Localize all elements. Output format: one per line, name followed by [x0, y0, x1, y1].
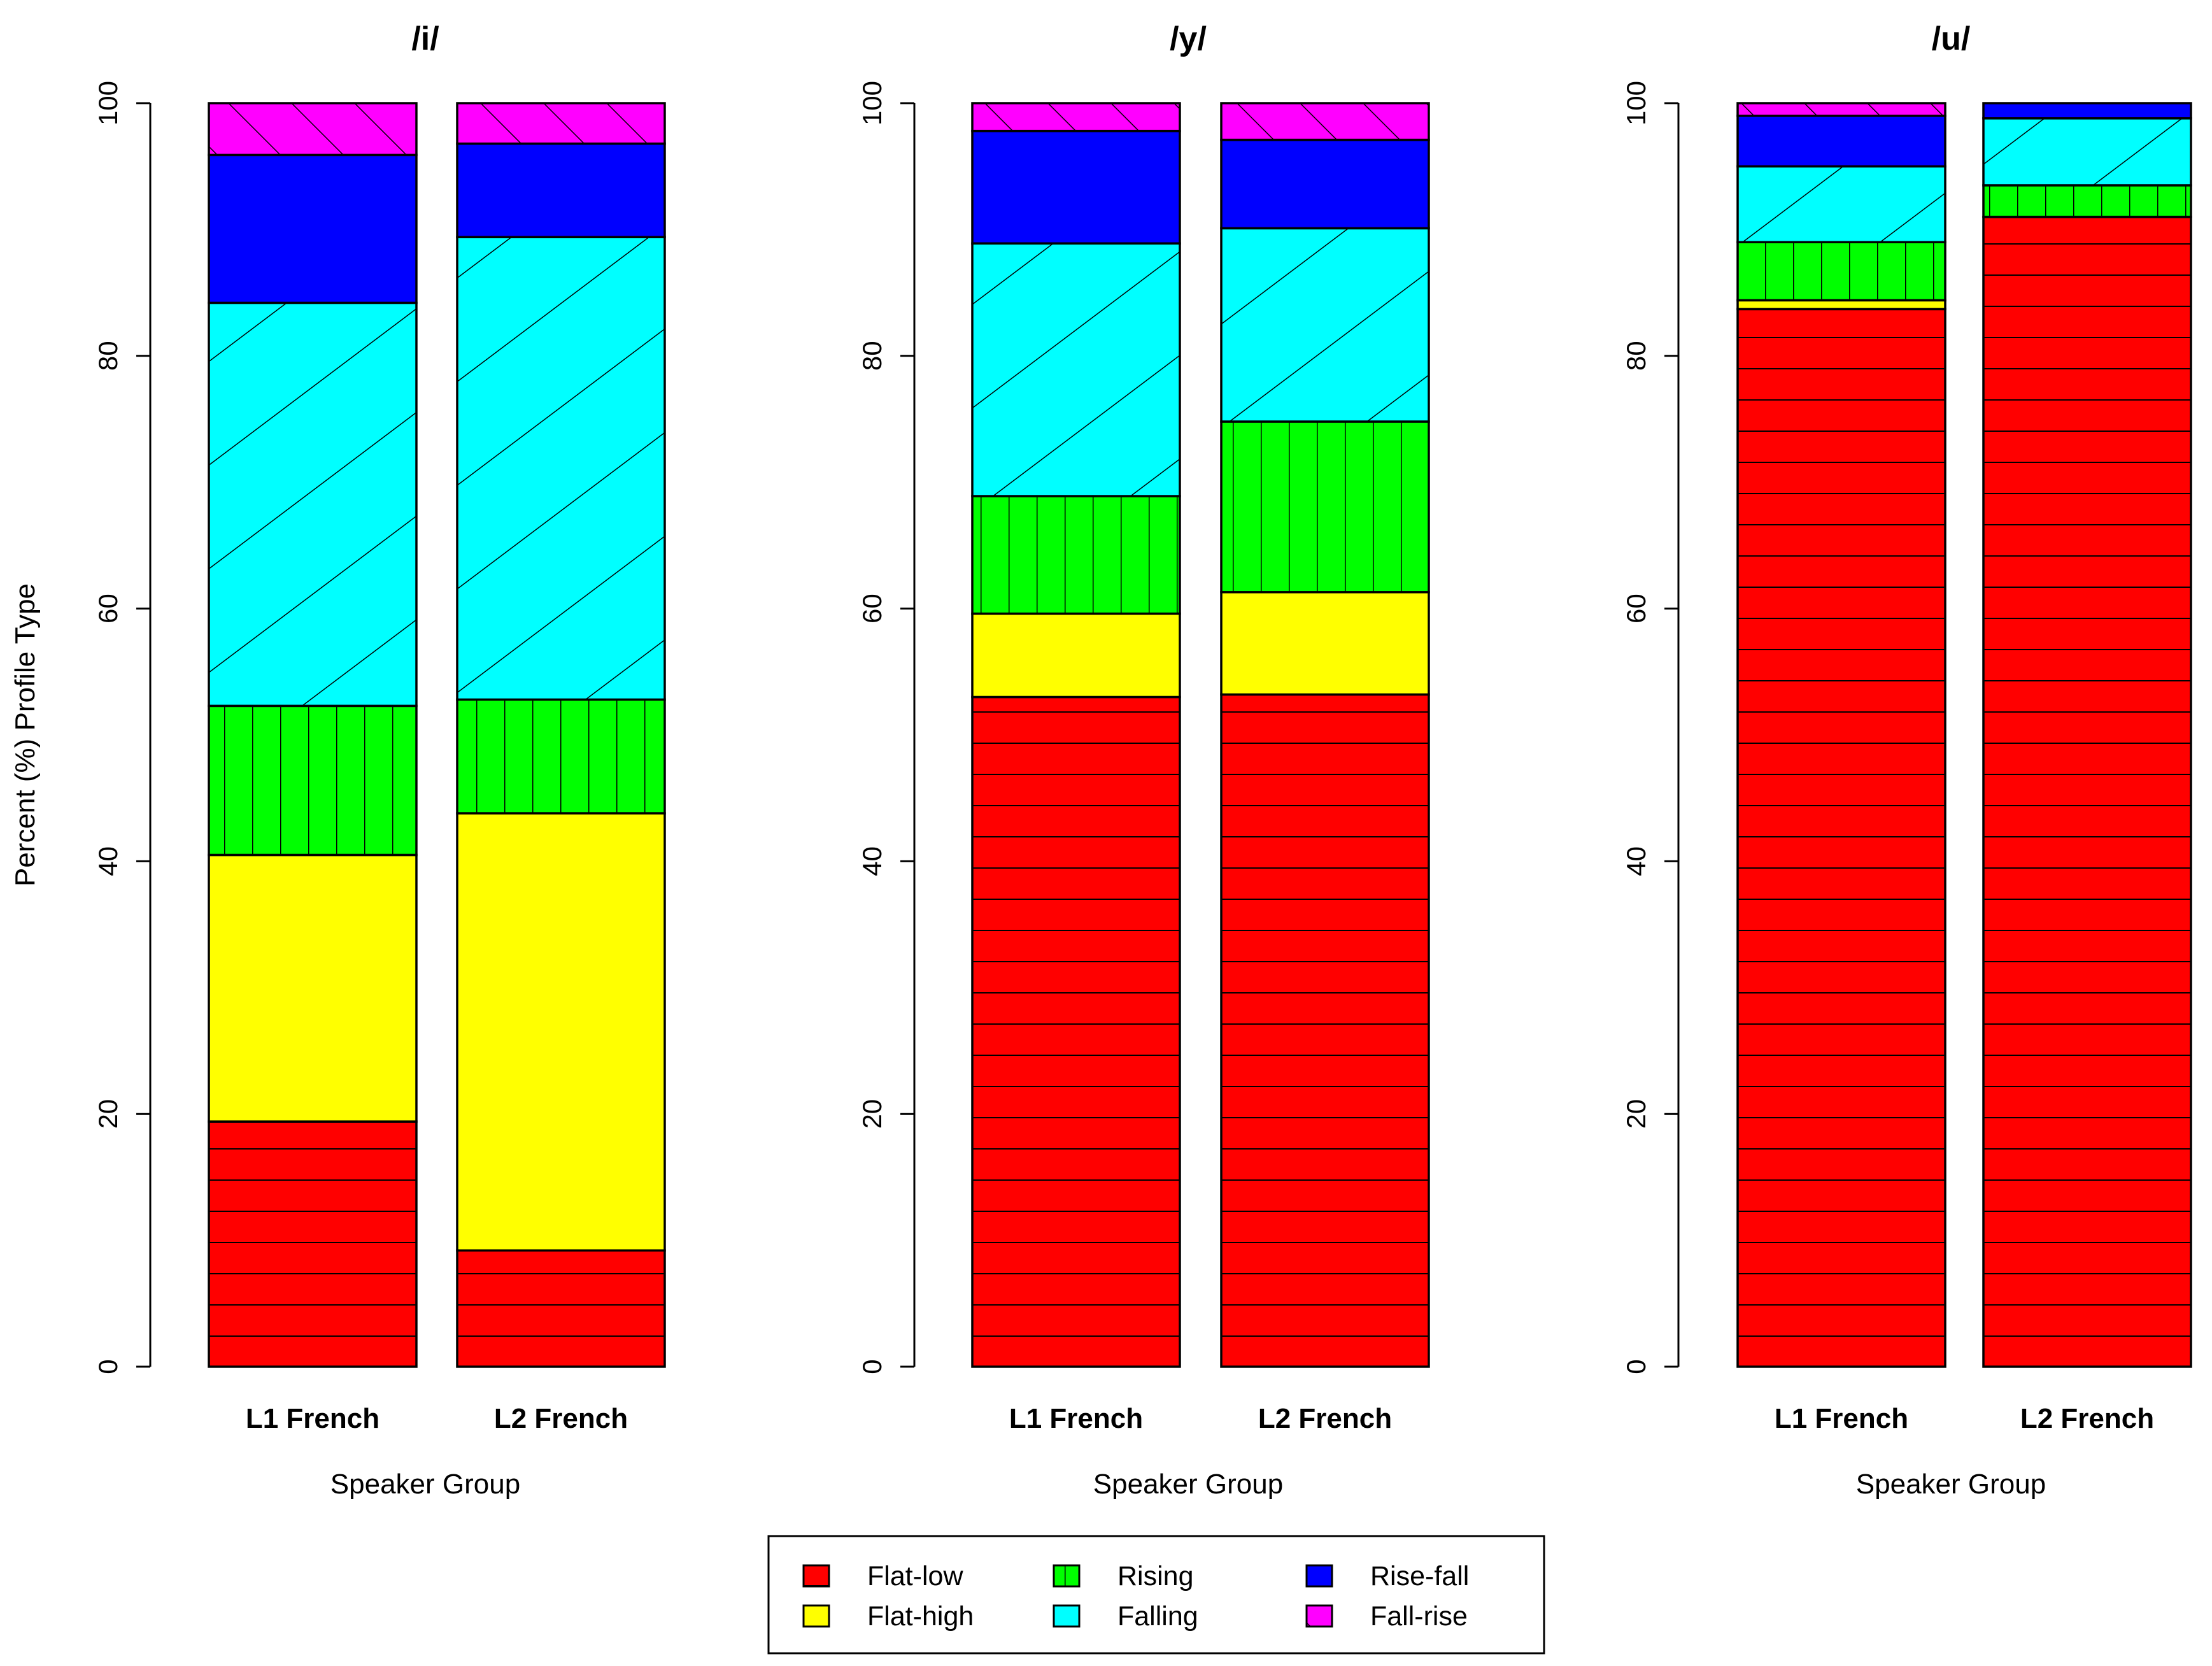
bar-segment-flat-low	[1220, 693, 1430, 1368]
legend-label: Flat-low	[867, 1561, 963, 1591]
bar-segment-falling	[1220, 227, 1430, 423]
panel-title: /i/	[411, 20, 439, 57]
x-category-label: L2 French	[494, 1403, 628, 1434]
y-tick-label: 60	[1621, 594, 1651, 623]
bar-l1-french	[1736, 102, 1946, 1368]
y-tick-label: 0	[857, 1359, 887, 1374]
x-axis-title: Speaker Group	[1093, 1469, 1283, 1500]
legend-label: Rising	[1117, 1561, 1194, 1591]
bar-segment-rise-fall	[208, 153, 418, 304]
legend-item-rising: Rising	[1053, 1561, 1194, 1591]
legend-item-rise-fall: Rise-fall	[1305, 1561, 1469, 1591]
legend-label: Fall-rise	[1370, 1601, 1468, 1632]
bar-segment-fall-rise	[1736, 102, 1946, 117]
y-tick-label: 80	[1621, 341, 1651, 371]
y-tick-label: 60	[857, 594, 887, 623]
legend: Flat-low Flat-high Rising Falling Rise-fall F…	[767, 1535, 1545, 1655]
bar-segment-fall-rise	[971, 102, 1181, 132]
bar-segment-falling	[971, 242, 1181, 497]
legend-swatch	[1305, 1604, 1333, 1628]
bar-segment-fall-rise	[208, 102, 418, 157]
x-category-label: L1 French	[1775, 1403, 1908, 1434]
y-axis-title: Percent (%) Profile Type	[10, 583, 41, 886]
legend-label: Flat-high	[867, 1601, 974, 1632]
bar-segment-flat-low	[971, 695, 1181, 1368]
panels-group: /i/0 20 40 60 80 100 L1 French L2 French Speaker…	[10, 20, 2192, 1500]
bar-l1-french	[208, 102, 418, 1368]
legend-item-falling: Falling	[1053, 1601, 1198, 1632]
bar-segment-rise-fall	[1736, 115, 1946, 167]
y-tick-label: 100	[93, 81, 123, 125]
bar-l2-french	[1220, 102, 1430, 1368]
bar-segment-falling	[1736, 165, 1946, 243]
y-tick-label: 40	[857, 846, 887, 876]
x-category-label: L2 French	[2020, 1403, 2154, 1434]
y-tick-label: 100	[857, 81, 887, 125]
bar-segment-flat-low	[208, 1120, 418, 1368]
y-tick-label: 20	[93, 1099, 123, 1129]
bar-segment-falling	[208, 301, 418, 708]
panel-u: /u/0 20 40 60 80 100 L1 French L2 French Speaker…	[1621, 20, 2192, 1500]
y-tick-label: 40	[1621, 846, 1651, 876]
y-tick-label: 20	[857, 1099, 887, 1129]
bar-l2-french	[1982, 102, 2192, 1368]
bar-segment-rising	[1982, 184, 2192, 218]
panel-title: /y/	[1170, 20, 1207, 57]
panel-title: /u/	[1932, 20, 1971, 57]
bar-segment-rise-fall	[456, 142, 666, 239]
bar-segment-flat-low	[1982, 215, 2192, 1368]
x-category-label: L1 French	[1009, 1403, 1143, 1434]
legend-swatch	[1053, 1604, 1081, 1628]
x-category-label: L2 French	[1258, 1403, 1392, 1434]
legend-label: Rise-fall	[1370, 1561, 1469, 1591]
bar-segment-flat-high	[208, 853, 418, 1123]
bar-segment-flat-high	[971, 612, 1181, 699]
x-axis-title: Speaker Group	[1856, 1469, 2046, 1500]
legend-swatch	[802, 1564, 830, 1588]
bar-segment-rising	[1220, 420, 1430, 594]
bar-segment-flat-low	[456, 1249, 666, 1368]
y-tick-label: 100	[1621, 81, 1651, 125]
bar-l1-french	[971, 102, 1181, 1368]
legend-item-flat-low: Flat-low	[802, 1561, 963, 1591]
bar-l2-french	[456, 102, 666, 1368]
y-tick-label: 80	[93, 341, 123, 371]
bar-segment-falling	[456, 236, 666, 701]
panel-y: /y/0 20 40 60 80 100 L1 French L2 French Speaker…	[857, 20, 1430, 1500]
bar-segment-fall-rise	[1220, 102, 1430, 141]
y-tick-label: 20	[1621, 1099, 1651, 1129]
legend-item-flat-high: Flat-high	[802, 1601, 974, 1632]
legend-item-fall-rise: Fall-rise	[1305, 1601, 1468, 1632]
x-category-label: L1 French	[246, 1403, 379, 1434]
bar-segment-falling	[1982, 117, 2192, 187]
y-tick-label: 40	[93, 846, 123, 876]
y-tick-label: 80	[857, 341, 887, 371]
panel-i: /i/0 20 40 60 80 100 L1 French L2 French Speaker…	[93, 20, 666, 1500]
bar-segment-flat-high	[456, 812, 666, 1252]
legend-label: Falling	[1117, 1601, 1198, 1632]
legend-swatch	[1053, 1564, 1081, 1588]
bar-segment-rise-fall	[1220, 138, 1430, 230]
bar-segment-rising	[971, 495, 1181, 615]
bar-segment-rising	[1736, 241, 1946, 302]
bar-segment-flat-low	[1736, 308, 1946, 1368]
y-tick-label: 0	[1621, 1359, 1651, 1374]
bar-segment-flat-high	[1220, 591, 1430, 696]
bar-segment-rise-fall	[1982, 102, 2192, 120]
bar-segment-rising	[208, 704, 418, 857]
y-tick-label: 0	[93, 1359, 123, 1374]
bar-segment-flat-high	[1736, 299, 1946, 311]
y-tick-label: 60	[93, 594, 123, 623]
bar-segment-fall-rise	[456, 102, 666, 145]
x-axis-title: Speaker Group	[330, 1469, 520, 1500]
legend-swatch	[1305, 1564, 1333, 1588]
bar-segment-rise-fall	[971, 129, 1181, 245]
legend-swatch	[802, 1604, 830, 1628]
bar-segment-rising	[456, 698, 666, 815]
legend-box	[767, 1535, 1545, 1655]
